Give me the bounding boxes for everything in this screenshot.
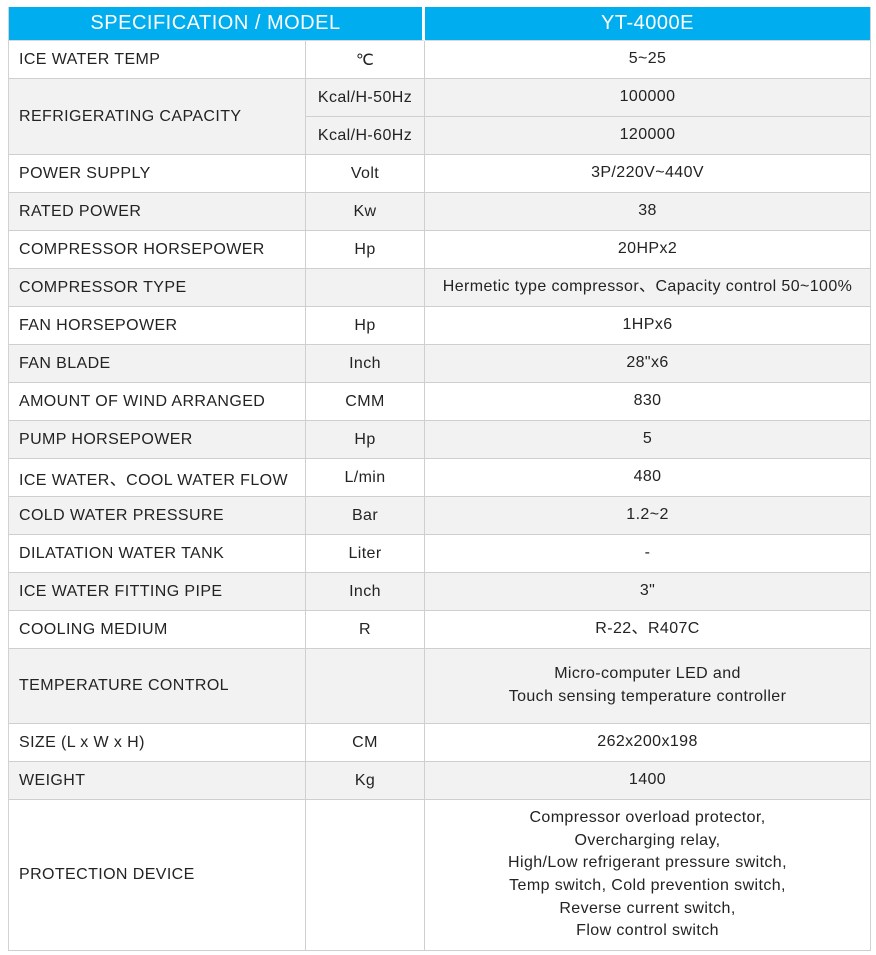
header-spec-model: SPECIFICATION / MODEL bbox=[9, 7, 426, 41]
spec-cell: PROTECTION DEVICE bbox=[9, 800, 306, 951]
value-cell: 100000 bbox=[425, 79, 871, 117]
spec-cell: COLD WATER PRESSURE bbox=[9, 497, 306, 535]
row-temperature-control: TEMPERATURE CONTROL Micro-computer LED a… bbox=[9, 649, 871, 724]
unit-cell: Hp bbox=[306, 307, 426, 345]
row-amount-of-wind-arranged: AMOUNT OF WIND ARRANGED CMM 830 bbox=[9, 383, 871, 421]
header-row: SPECIFICATION / MODEL YT-4000E bbox=[9, 7, 871, 41]
unit-cell: Inch bbox=[306, 573, 426, 611]
row-dilatation-water-tank: DILATATION WATER TANK Liter - bbox=[9, 535, 871, 573]
unit-cell: Kw bbox=[306, 193, 426, 231]
row-rated-power: RATED POWER Kw 38 bbox=[9, 193, 871, 231]
value-cell: Hermetic type compressor、Capacity contro… bbox=[425, 269, 871, 307]
unit-cell: Kcal/H-60Hz bbox=[306, 117, 426, 155]
unit-cell: Kcal/H-50Hz bbox=[306, 79, 426, 117]
unit-cell: L/min bbox=[306, 459, 426, 497]
row-compressor-horsepower: COMPRESSOR HORSEPOWER Hp 20HPx2 bbox=[9, 231, 871, 269]
row-fan-blade: FAN BLADE Inch 28"x6 bbox=[9, 345, 871, 383]
value-cell: 5 bbox=[425, 421, 871, 459]
row-refrigerating-capacity-50hz: REFRIGERATING CAPACITY Kcal/H-50Hz 10000… bbox=[9, 79, 871, 155]
spec-cell: ICE WATER、COOL WATER FLOW bbox=[9, 459, 306, 497]
unit-cell bbox=[306, 800, 426, 951]
spec-cell: RATED POWER bbox=[9, 193, 306, 231]
spec-cell: SIZE (L x W x H) bbox=[9, 724, 306, 762]
row-protection-device: PROTECTION DEVICE Compressor overload pr… bbox=[9, 800, 871, 951]
spec-cell: ICE WATER FITTING PIPE bbox=[9, 573, 306, 611]
unit-cell: ℃ bbox=[306, 41, 426, 79]
spec-cell: REFRIGERATING CAPACITY bbox=[9, 79, 306, 155]
unit-cell: Volt bbox=[306, 155, 426, 193]
spec-cell: COMPRESSOR TYPE bbox=[9, 269, 306, 307]
value-cell: 20HPx2 bbox=[425, 231, 871, 269]
value-cell: 120000 bbox=[425, 117, 871, 155]
value-cell: 3" bbox=[425, 573, 871, 611]
row-size: SIZE (L x W x H) CM 262x200x198 bbox=[9, 724, 871, 762]
header-model-name: YT-4000E bbox=[425, 7, 871, 41]
value-cell: 3P/220V~440V bbox=[425, 155, 871, 193]
value-cell: 28"x6 bbox=[425, 345, 871, 383]
unit-cell bbox=[306, 269, 426, 307]
unit-cell: Inch bbox=[306, 345, 426, 383]
unit-cell: CM bbox=[306, 724, 426, 762]
value-cell: 1HPx6 bbox=[425, 307, 871, 345]
unit-cell: Kg bbox=[306, 762, 426, 800]
row-fan-horsepower: FAN HORSEPOWER Hp 1HPx6 bbox=[9, 307, 871, 345]
value-cell: 1.2~2 bbox=[425, 497, 871, 535]
value-cell: 262x200x198 bbox=[425, 724, 871, 762]
spec-cell: TEMPERATURE CONTROL bbox=[9, 649, 306, 724]
unit-cell: R bbox=[306, 611, 426, 649]
value-cell: 38 bbox=[425, 193, 871, 231]
value-cell: 480 bbox=[425, 459, 871, 497]
unit-cell: Liter bbox=[306, 535, 426, 573]
row-cold-water-pressure: COLD WATER PRESSURE Bar 1.2~2 bbox=[9, 497, 871, 535]
spec-cell: ICE WATER TEMP bbox=[9, 41, 306, 79]
value-cell: - bbox=[425, 535, 871, 573]
row-ice-water-fitting-pipe: ICE WATER FITTING PIPE Inch 3" bbox=[9, 573, 871, 611]
spec-cell: FAN BLADE bbox=[9, 345, 306, 383]
row-refrigerating-capacity-60hz: Kcal/H-60Hz 120000 bbox=[9, 117, 871, 155]
spec-cell: DILATATION WATER TANK bbox=[9, 535, 306, 573]
spec-cell: AMOUNT OF WIND ARRANGED bbox=[9, 383, 306, 421]
spec-cell: WEIGHT bbox=[9, 762, 306, 800]
row-pump-horsepower: PUMP HORSEPOWER Hp 5 bbox=[9, 421, 871, 459]
row-cooling-medium: COOLING MEDIUM R R-22、R407C bbox=[9, 611, 871, 649]
spec-cell: COMPRESSOR HORSEPOWER bbox=[9, 231, 306, 269]
spec-table: SPECIFICATION / MODEL YT-4000E ICE WATER… bbox=[8, 7, 872, 951]
unit-cell: Bar bbox=[306, 497, 426, 535]
value-cell: Compressor overload protector, Overcharg… bbox=[425, 800, 871, 951]
value-cell: 5~25 bbox=[425, 41, 871, 79]
unit-cell: Hp bbox=[306, 231, 426, 269]
row-ice-water-temp: ICE WATER TEMP ℃ 5~25 bbox=[9, 41, 871, 79]
row-weight: WEIGHT Kg 1400 bbox=[9, 762, 871, 800]
value-cell: 830 bbox=[425, 383, 871, 421]
spec-cell: PUMP HORSEPOWER bbox=[9, 421, 306, 459]
value-cell: R-22、R407C bbox=[425, 611, 871, 649]
unit-cell bbox=[306, 649, 426, 724]
row-power-supply: POWER SUPPLY Volt 3P/220V~440V bbox=[9, 155, 871, 193]
spec-cell: POWER SUPPLY bbox=[9, 155, 306, 193]
unit-cell: CMM bbox=[306, 383, 426, 421]
row-compressor-type: COMPRESSOR TYPE Hermetic type compressor… bbox=[9, 269, 871, 307]
spec-table-container: SPECIFICATION / MODEL YT-4000E ICE WATER… bbox=[8, 7, 872, 951]
spec-cell: FAN HORSEPOWER bbox=[9, 307, 306, 345]
unit-cell: Hp bbox=[306, 421, 426, 459]
value-cell: Micro-computer LED and Touch sensing tem… bbox=[425, 649, 871, 724]
spec-cell: COOLING MEDIUM bbox=[9, 611, 306, 649]
row-ice-water-cool-water-flow: ICE WATER、COOL WATER FLOW L/min 480 bbox=[9, 459, 871, 497]
value-cell: 1400 bbox=[425, 762, 871, 800]
